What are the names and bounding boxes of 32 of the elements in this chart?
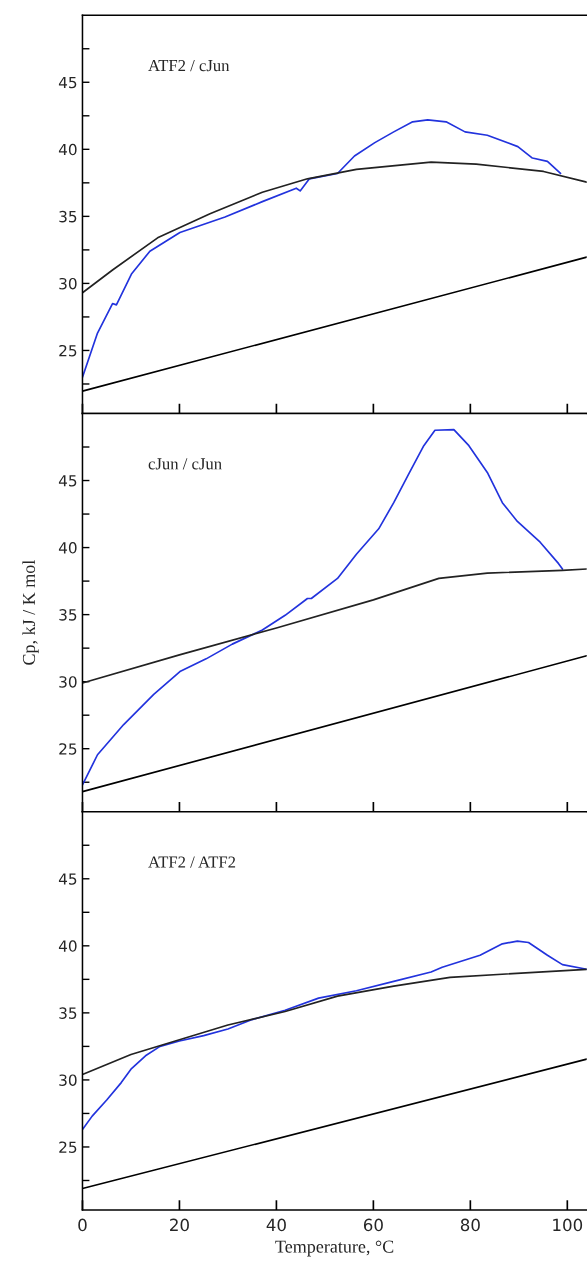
x-tick-label: 0 [78, 1218, 87, 1232]
x-axis-title: Temperature, °C [275, 1240, 394, 1257]
y-tick-label: 25 [59, 743, 77, 755]
annotation: cJun / cJun [148, 458, 222, 470]
x-tick-label: 20 [170, 1218, 189, 1232]
y-tick-label: 30 [59, 676, 77, 688]
y-tick-label: 35 [59, 210, 77, 223]
y-tick-label: 40 [58, 940, 77, 952]
x-tick-label: 100 [553, 1218, 583, 1232]
y-tick-label: 45 [58, 76, 77, 89]
y-tick-label: 40 [58, 542, 77, 554]
x-tick-label: 60 [363, 1218, 383, 1232]
y-tick-label: 45 [58, 475, 77, 487]
annotation: ATF2 / ATF2 [148, 856, 236, 868]
y-tick-label: 40 [58, 143, 77, 156]
y-tick-label: 30 [59, 1074, 77, 1086]
line-series [82, 568, 587, 684]
y-tick-label: 35 [59, 609, 77, 621]
y-tick-label: 35 [59, 1007, 77, 1019]
line-series [82, 118, 562, 379]
line-series [82, 161, 587, 294]
line-series [82, 428, 564, 786]
line-series [82, 940, 587, 1131]
annotation: ATF2 / cJun [148, 59, 230, 72]
x-tick-label: 80 [460, 1218, 480, 1232]
y-tick-label: 25 [59, 1141, 77, 1153]
y-axis-title: Cp, kJ / K mol [22, 560, 39, 665]
line-series [82, 968, 587, 1076]
y-tick-label: 45 [58, 873, 77, 885]
x-tick-label: 40 [266, 1218, 286, 1232]
y-tick-label: 25 [59, 344, 77, 357]
y-tick-label: 30 [59, 277, 77, 290]
